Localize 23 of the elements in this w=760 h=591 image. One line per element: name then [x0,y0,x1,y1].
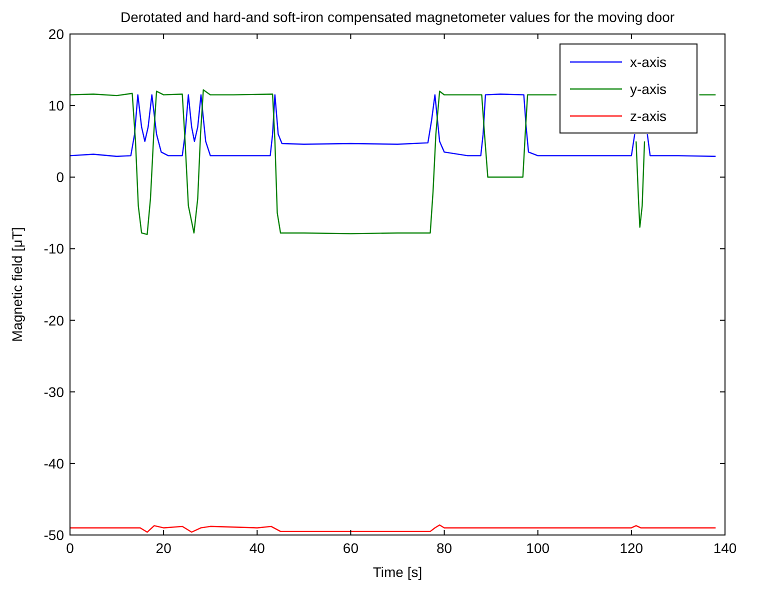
x-tick-label: 60 [342,540,359,556]
y-tick-label: 20 [48,26,64,42]
x-tick-label: 100 [526,540,550,556]
x-tick-label: 40 [249,540,266,556]
legend-label: y-axis [630,81,667,97]
y-tick-label: -30 [44,384,64,400]
legend-label: z-axis [630,108,667,124]
x-axis-title: Time [s] [372,564,422,580]
x-tick-label: 80 [436,540,452,556]
x-tick-label: 140 [713,540,737,556]
y-axis-title: Magnetic field [μT] [9,227,25,342]
y-tick-label: -50 [44,527,64,543]
y-tick-label: 10 [48,98,64,114]
line-series [69,524,716,533]
y-tick-label: -20 [44,312,64,328]
x-tick-label: 120 [620,540,644,556]
x-tick-label: 0 [66,540,74,556]
y-tick-label: -10 [44,240,64,257]
chart-title: Derotated and hard-and soft-iron compensated magnetometer values for the moving door [120,9,675,25]
y-tick-label: 0 [56,169,64,186]
legend-label: x-axis [630,54,667,70]
x-tick-label: 20 [156,540,172,556]
y-tick-label: -40 [44,455,64,472]
